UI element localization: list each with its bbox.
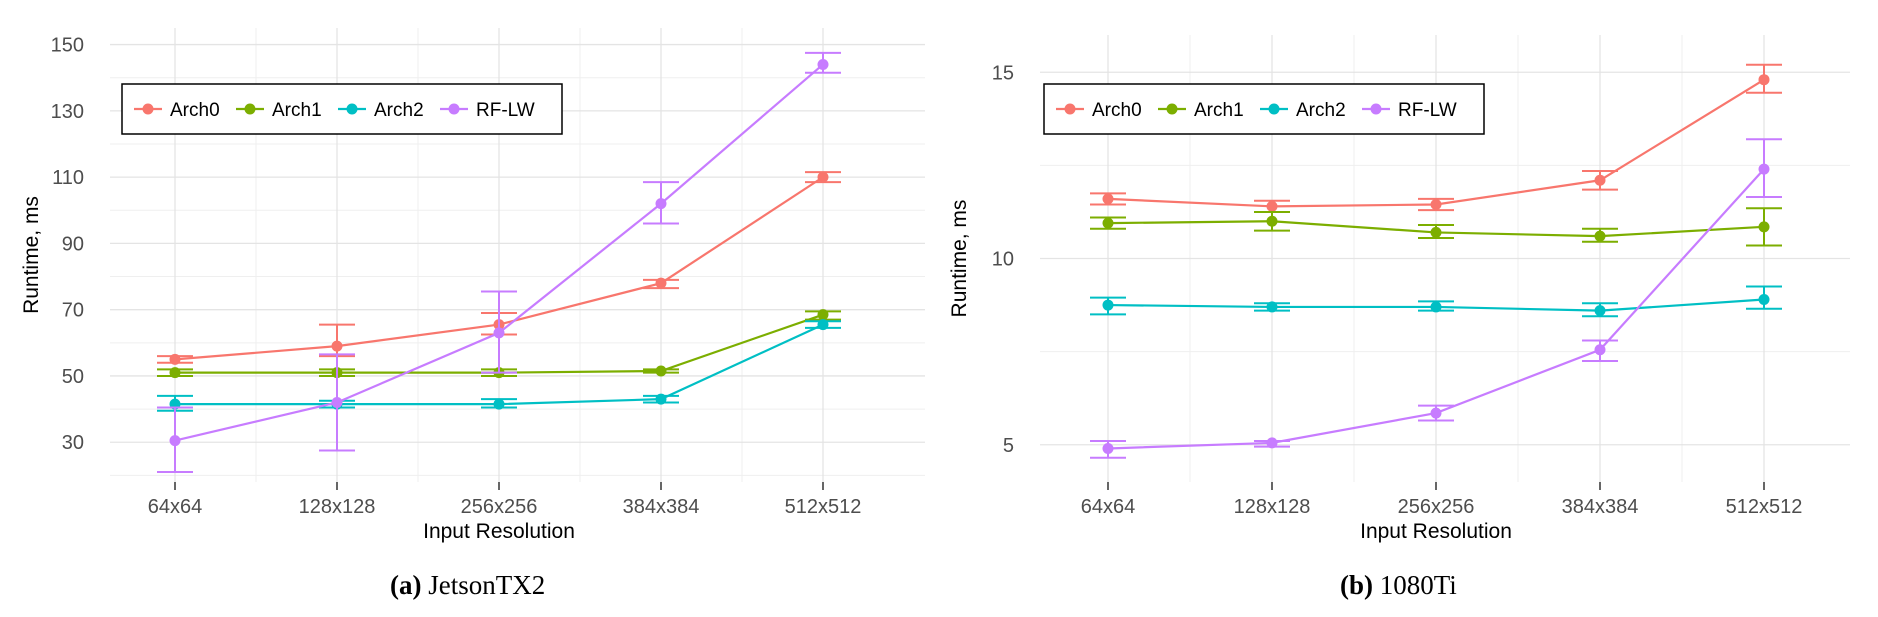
y-tick-label: 15 — [992, 62, 1014, 84]
legend-label-arch1: Arch1 — [1194, 100, 1244, 121]
data-point-arch1 — [1102, 217, 1114, 229]
data-point-rf-lw — [655, 198, 667, 210]
data-point-arch1 — [1594, 230, 1606, 242]
data-point-rf-lw — [331, 396, 343, 408]
y-tick-label: 110 — [52, 167, 84, 189]
y-tick-label: 130 — [51, 101, 84, 123]
caption-a: (a) JetsonTX2 — [390, 570, 545, 601]
data-point-arch1 — [817, 309, 829, 321]
x-tick-label: 256x256 — [1398, 496, 1475, 518]
legend-label-arch0: Arch0 — [170, 100, 220, 121]
data-point-rf-lw — [1758, 163, 1770, 175]
chart-1080ti: 5 10 15 64x64 128x128 256x256 384x384 512x512 In… — [948, 35, 1850, 543]
x-tick-label: 512x512 — [785, 496, 862, 518]
legend-label-arch0: Arch0 — [1092, 100, 1142, 121]
data-point-arch2 — [1266, 301, 1278, 313]
x-tick-label: 128x128 — [1234, 496, 1311, 518]
data-point-arch1 — [1266, 215, 1278, 227]
data-point-arch0 — [1758, 74, 1770, 86]
legend-marker-arch2 — [1268, 103, 1280, 115]
data-point-arch0 — [331, 340, 343, 352]
data-point-rf-lw — [493, 327, 505, 339]
data-point-arch1 — [655, 365, 667, 377]
x-tick-label: 128x128 — [299, 496, 376, 518]
chart-jetsontx2: 30 50 70 90 110 130 150 64x64 128x128 256x256 384x… — [20, 28, 925, 543]
data-point-arch0 — [169, 353, 181, 365]
y-tick-label: 150 — [51, 35, 84, 57]
x-tick-label: 384x384 — [623, 496, 700, 518]
y-tick-label: 30 — [62, 432, 84, 454]
data-point-arch1 — [169, 367, 181, 379]
legend-label-arch1: Arch1 — [272, 100, 322, 121]
legend-box — [121, 83, 563, 135]
data-point-arch1 — [1430, 226, 1442, 238]
legend-marker-rf-lw — [448, 103, 460, 115]
x-axis-title: Input Resolution — [1360, 520, 1512, 543]
x-axis-title: Input Resolution — [423, 520, 575, 543]
data-point-arch2 — [493, 398, 505, 410]
legend-label-rf-lw: RF-LW — [476, 100, 535, 121]
y-tick-label: 50 — [62, 366, 84, 388]
legend-marker-arch1 — [244, 103, 256, 115]
caption-b-text: 1080Ti — [1379, 570, 1457, 600]
data-point-arch1 — [1758, 221, 1770, 233]
legend-marker-arch1 — [1166, 103, 1178, 115]
y-axis-title: Runtime, ms — [20, 196, 43, 314]
x-tick-label: 64x64 — [1081, 496, 1136, 518]
legend-marker-arch0 — [1064, 103, 1076, 115]
caption-b-tag: (b) — [1340, 570, 1373, 600]
caption-b: (b) 1080Ti — [1340, 570, 1457, 601]
x-tick-label: 384x384 — [1562, 496, 1639, 518]
legend-label-arch2: Arch2 — [374, 100, 424, 121]
data-point-rf-lw — [169, 435, 181, 447]
data-point-rf-lw — [1430, 407, 1442, 419]
data-point-rf-lw — [1266, 437, 1278, 449]
data-point-rf-lw — [1594, 344, 1606, 356]
x-tick-label: 512x512 — [1726, 496, 1803, 518]
legend-marker-rf-lw — [1370, 103, 1382, 115]
legend-box — [1043, 83, 1485, 135]
data-point-rf-lw — [817, 58, 829, 70]
data-point-arch2 — [1594, 305, 1606, 317]
legend-label-rf-lw: RF-LW — [1398, 100, 1457, 121]
x-tick-label: 256x256 — [461, 496, 538, 518]
legend-marker-arch2 — [346, 103, 358, 115]
data-point-arch2 — [655, 393, 667, 405]
legend-label-arch2: Arch2 — [1296, 100, 1346, 121]
data-point-arch0 — [1430, 198, 1442, 210]
data-point-arch2 — [1430, 301, 1442, 313]
y-tick-label: 90 — [62, 233, 84, 255]
data-point-arch0 — [817, 171, 829, 183]
legend-marker-arch0 — [142, 103, 154, 115]
caption-a-text: JetsonTX2 — [428, 570, 546, 600]
data-point-arch0 — [1102, 193, 1114, 205]
data-point-arch0 — [1594, 174, 1606, 186]
caption-a-tag: (a) — [390, 570, 422, 600]
data-point-arch2 — [1758, 293, 1770, 305]
y-tick-label: 10 — [992, 249, 1014, 271]
y-tick-label: 70 — [62, 300, 84, 322]
y-axis-title: Runtime, ms — [948, 200, 971, 318]
data-point-arch2 — [817, 319, 829, 331]
data-point-arch0 — [1266, 200, 1278, 212]
x-tick-label: 64x64 — [148, 496, 203, 518]
data-point-arch0 — [655, 277, 667, 289]
y-tick-label: 5 — [1003, 435, 1014, 457]
data-point-arch2 — [1102, 299, 1114, 311]
data-point-rf-lw — [1102, 442, 1114, 454]
